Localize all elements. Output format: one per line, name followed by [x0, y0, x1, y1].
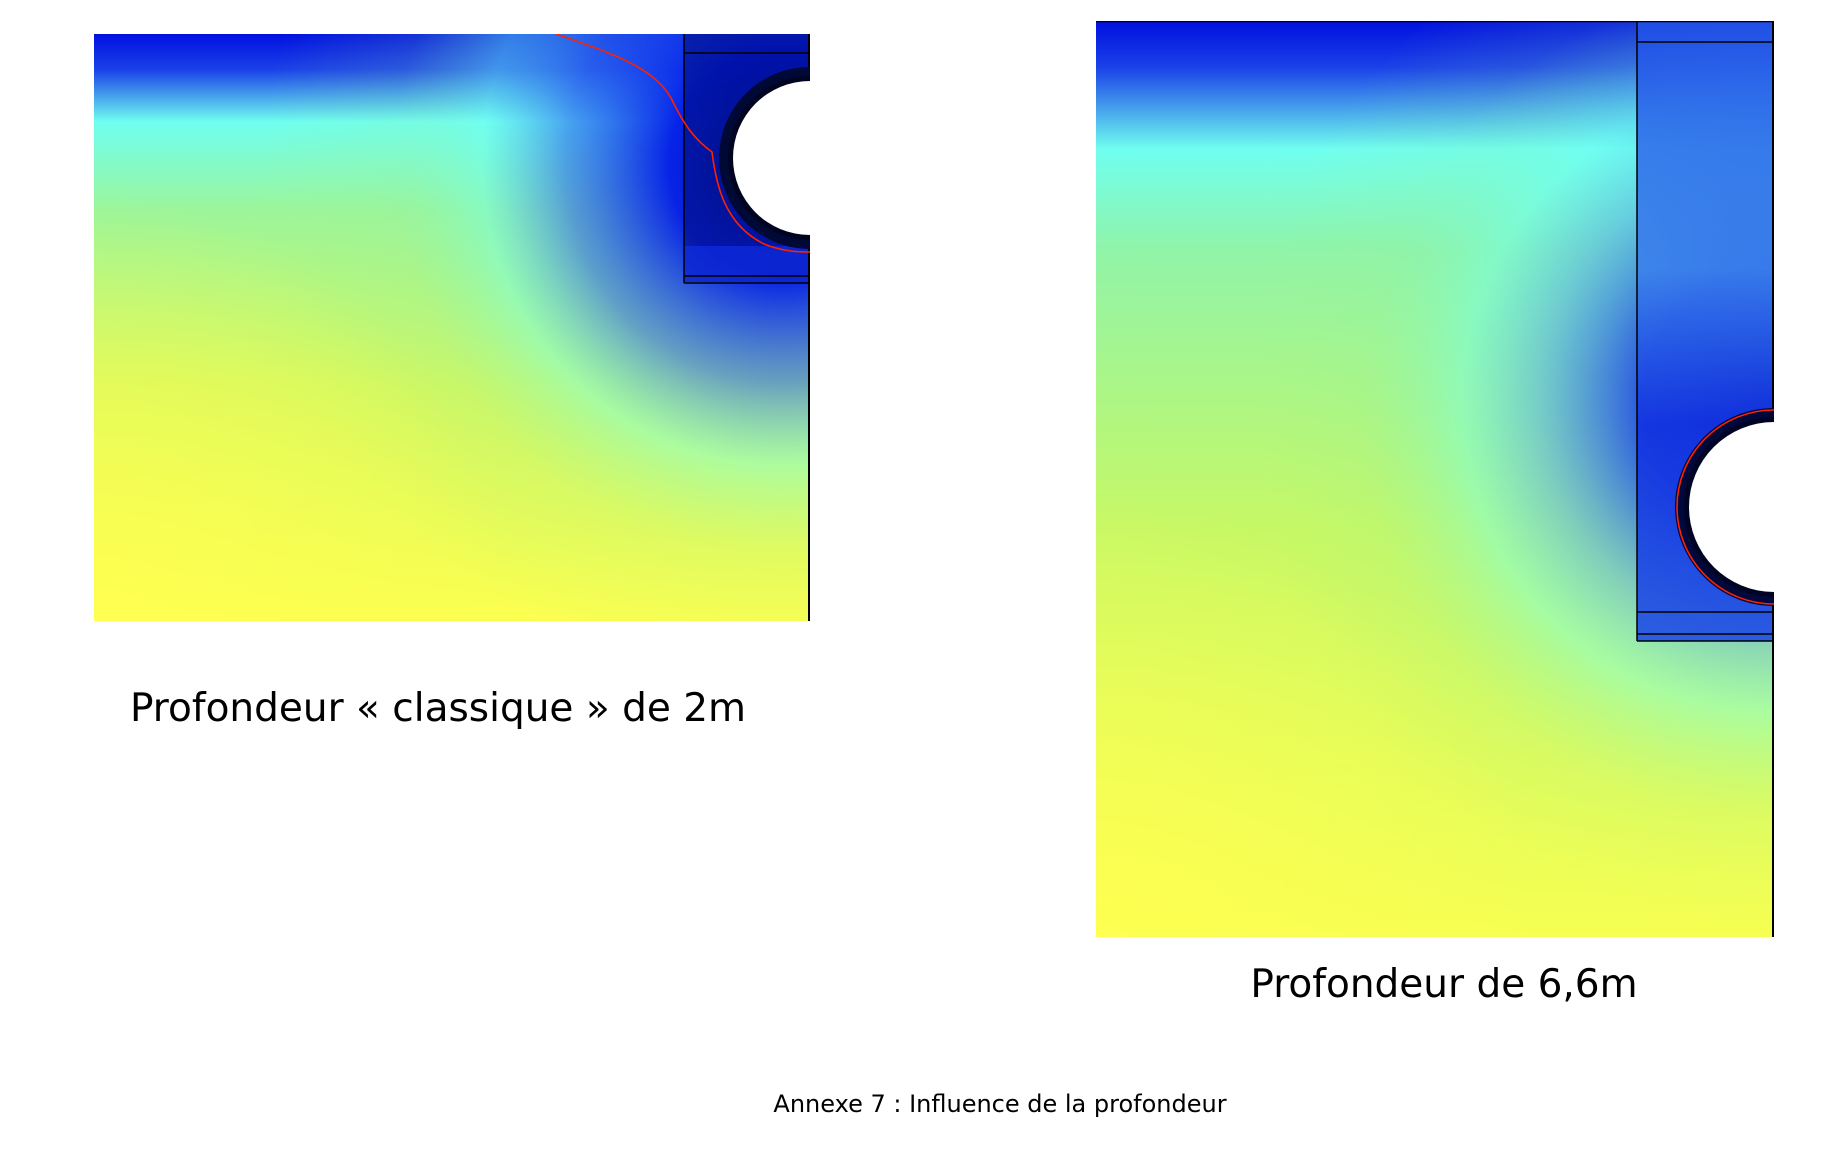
isoline	[1676, 409, 1774, 605]
isoline	[555, 34, 810, 253]
annex-caption: Annexe 7 : Influence de la profondeur	[773, 1090, 1227, 1118]
tunnel-void	[1689, 422, 1774, 592]
tunnel-void	[733, 81, 810, 235]
caption-classic-depth: Profondeur « classique » de 2m	[129, 686, 747, 731]
caption-deep-depth: Profondeur de 6,6m	[1250, 962, 1638, 1007]
temperature-field-2m-figure	[94, 34, 810, 621]
temperature-field-6-6m-figure	[1096, 21, 1774, 937]
